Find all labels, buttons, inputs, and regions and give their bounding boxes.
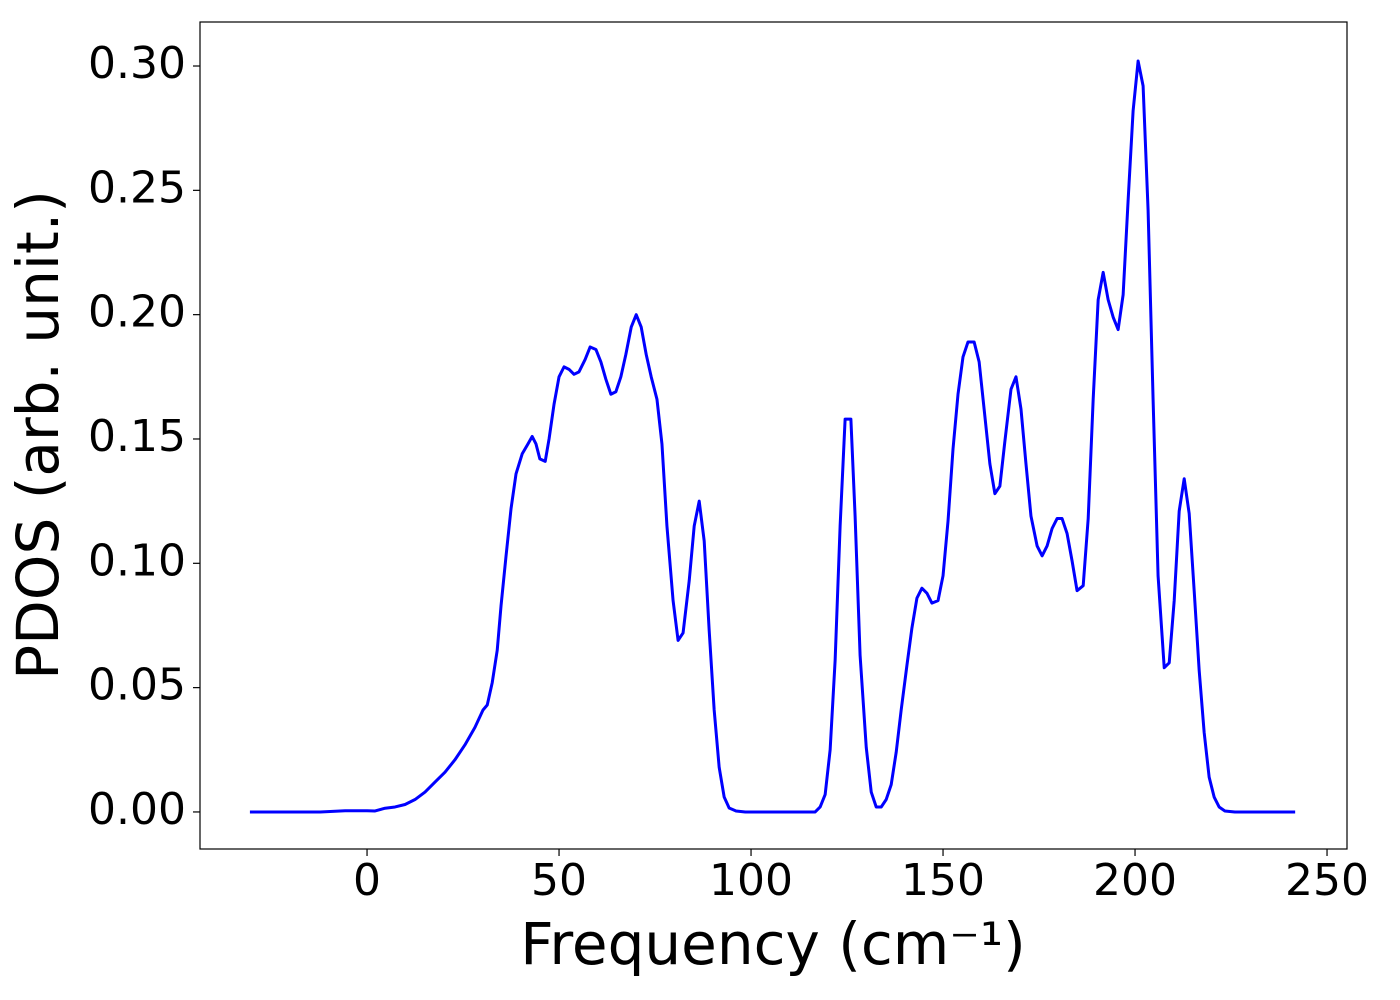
x-axis-label: Frequency (cm⁻¹) (520, 910, 1026, 978)
x-tick-label: 0 (353, 855, 381, 906)
x-tick-label: 100 (709, 855, 793, 906)
y-tick-label: 0.05 (88, 660, 186, 711)
y-tick-label: 0.15 (88, 411, 186, 462)
plot-frame (199, 21, 1348, 850)
x-tick-label: 200 (1093, 855, 1177, 906)
y-tick-label: 0.25 (88, 162, 186, 213)
y-tick-label: 0.30 (88, 38, 186, 89)
y-tick-label: 0.20 (88, 287, 186, 338)
y-axis-label: PDOS (arb. unit.) (4, 190, 72, 680)
y-tick-label: 0.10 (88, 535, 186, 586)
y-tick-label: 0.00 (88, 784, 186, 835)
data-line (249, 59, 1296, 814)
x-tick-label: 150 (901, 855, 985, 906)
x-tick-label: 50 (531, 855, 587, 906)
x-tick-label: 250 (1285, 855, 1369, 906)
